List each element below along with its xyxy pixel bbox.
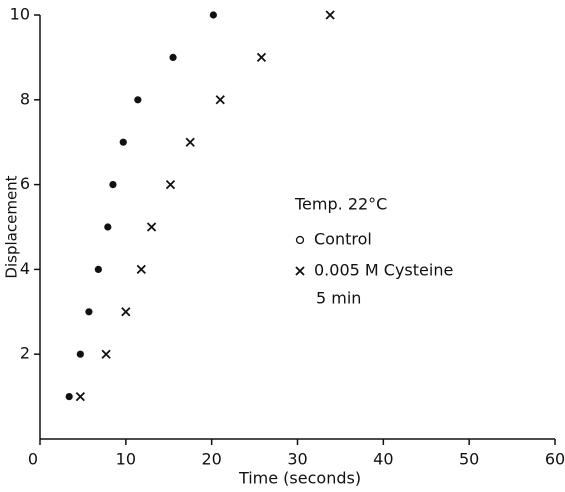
- x-axis-label: Time (seconds): [238, 469, 361, 488]
- data-point: [256, 52, 267, 63]
- legend-marker: [295, 266, 305, 276]
- data-point: [136, 264, 146, 275]
- y-tick-label: 4: [20, 259, 30, 278]
- data-point: [165, 179, 176, 190]
- data-point: [76, 350, 84, 358]
- y-tick-label: 2: [20, 344, 30, 363]
- legend-label: Control: [314, 230, 372, 249]
- legend-label: 0.005 M Cysteine: [314, 261, 453, 280]
- x-tick-label: 40: [373, 450, 393, 469]
- annotation: 5 min: [316, 289, 361, 308]
- data-point: [119, 138, 127, 146]
- x-tick-label: 30: [287, 450, 307, 469]
- data-point: [94, 265, 102, 273]
- data-point: [104, 223, 112, 231]
- data-point: [215, 95, 225, 105]
- y-tick-label: 8: [20, 89, 30, 108]
- y-tick-label: 10: [10, 5, 30, 24]
- data-point: [146, 222, 157, 232]
- data-point: [185, 137, 195, 147]
- x-tick-label: 0: [28, 450, 38, 469]
- data-point: [101, 349, 111, 359]
- data-point: [325, 10, 335, 20]
- y-axis-label: Displacement: [3, 175, 21, 278]
- data-point: [169, 53, 177, 62]
- data-point: [134, 96, 142, 104]
- data-point: [85, 308, 93, 316]
- x-tick-label: 50: [459, 450, 479, 469]
- legend-marker: [295, 235, 305, 245]
- data-point: [75, 391, 85, 402]
- x-tick-label: 20: [201, 450, 221, 469]
- x-tick-label: 10: [116, 450, 136, 469]
- data-point: [65, 393, 73, 401]
- x-tick-label: 60: [545, 450, 565, 469]
- data-point: [109, 181, 117, 189]
- data-point: [209, 11, 217, 19]
- data-point: [121, 307, 131, 317]
- y-tick-label: 6: [20, 174, 30, 193]
- legend-title: Temp. 22°C: [294, 195, 387, 214]
